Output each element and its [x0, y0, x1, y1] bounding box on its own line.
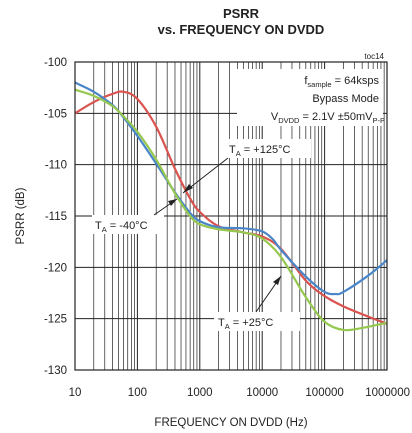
annotation-125c-arrowhead	[183, 184, 193, 193]
series-line-plus125c	[74, 90, 388, 325]
conditions-box: fsample = 64ksps Bypass Mode VDVDD = 2.1…	[237, 69, 385, 126]
y-tick-label: -100	[44, 57, 67, 69]
annotation-25c-arrowhead	[273, 276, 281, 285]
x-tick-label: 1000	[187, 387, 213, 399]
y-tick-label: -115	[45, 211, 67, 223]
y-axis-label: PSRR (dB)	[15, 187, 27, 244]
series-layer	[74, 81, 388, 332]
condition-sample-rate: fsample = 64ksps	[304, 75, 379, 89]
x-tick-labels: 10 100 1000 10000 100000 1000000	[69, 387, 410, 399]
condition-mode: Bypass Mode	[312, 93, 379, 105]
chart-title: PSRR	[223, 6, 260, 21]
y-tick-label: -105	[44, 108, 67, 120]
y-tick-label: -110	[45, 160, 67, 172]
x-tick-label: 10000	[246, 387, 278, 399]
y-tick-label: -125	[44, 314, 67, 326]
annotation-25c-label: TA = +25°C	[218, 317, 273, 331]
chart-subtitle: vs. FREQUENCY ON DVDD	[158, 22, 325, 37]
plot-frame	[74, 61, 388, 371]
annotation-minus40c: TA = -40°C	[92, 198, 178, 234]
annotation-125c: TA = +125°C	[182, 139, 311, 194]
annotation-125c-label: TA = +125°C	[229, 144, 290, 158]
annotation-25c: TA = +25°C	[214, 275, 300, 331]
x-axis-label: FREQUENCY ON DVDD (Hz)	[154, 417, 307, 429]
condition-supply: VDVDD = 2.1V ±50mVP-P	[271, 111, 385, 125]
annotation-minus40c-label: TA = -40°C	[95, 220, 148, 234]
y-tick-label: -120	[44, 262, 67, 274]
x-tick-label: 10	[69, 387, 82, 399]
figure-id: toc14	[364, 52, 384, 61]
x-tick-label: 100	[128, 387, 147, 399]
y-tick-labels: -100 -105 -110 -115 -120 -125 -130	[44, 57, 67, 377]
y-tick-label: -130	[44, 365, 67, 377]
x-tick-label: 100000	[305, 387, 343, 399]
series-line-plus25c	[74, 88, 388, 332]
x-tick-label: 1000000	[365, 387, 410, 399]
annotation-minus40c-arrowhead	[168, 199, 177, 206]
